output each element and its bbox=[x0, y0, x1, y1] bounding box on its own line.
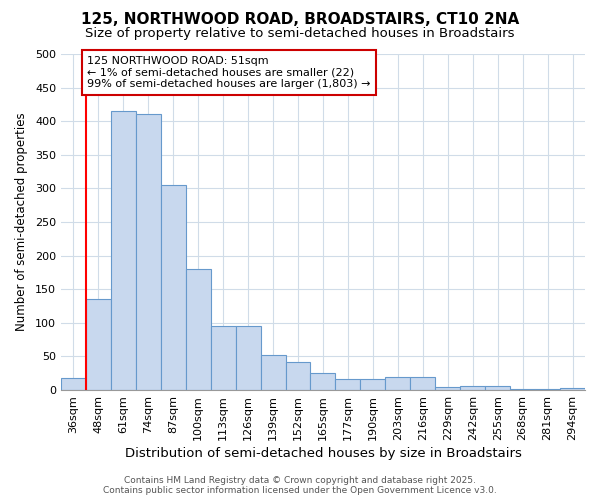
Bar bbox=[186, 269, 211, 390]
Bar bbox=[111, 111, 136, 390]
Bar bbox=[310, 372, 335, 390]
Bar bbox=[535, 388, 560, 390]
Bar bbox=[385, 376, 410, 390]
Bar bbox=[460, 386, 485, 390]
Bar bbox=[211, 326, 236, 390]
Text: 125, NORTHWOOD ROAD, BROADSTAIRS, CT10 2NA: 125, NORTHWOOD ROAD, BROADSTAIRS, CT10 2… bbox=[81, 12, 519, 28]
Bar bbox=[435, 386, 460, 390]
Bar bbox=[335, 378, 361, 390]
Bar bbox=[361, 378, 385, 390]
Bar bbox=[236, 326, 260, 390]
Text: 125 NORTHWOOD ROAD: 51sqm
← 1% of semi-detached houses are smaller (22)
99% of s: 125 NORTHWOOD ROAD: 51sqm ← 1% of semi-d… bbox=[87, 56, 371, 89]
Bar bbox=[560, 388, 585, 390]
X-axis label: Distribution of semi-detached houses by size in Broadstairs: Distribution of semi-detached houses by … bbox=[125, 447, 521, 460]
Text: Contains HM Land Registry data © Crown copyright and database right 2025.
Contai: Contains HM Land Registry data © Crown c… bbox=[103, 476, 497, 495]
Bar bbox=[61, 378, 86, 390]
Bar bbox=[161, 185, 186, 390]
Bar bbox=[410, 376, 435, 390]
Bar bbox=[260, 355, 286, 390]
Bar bbox=[86, 300, 111, 390]
Bar bbox=[485, 386, 510, 390]
Y-axis label: Number of semi-detached properties: Number of semi-detached properties bbox=[15, 112, 28, 332]
Bar bbox=[510, 388, 535, 390]
Text: Size of property relative to semi-detached houses in Broadstairs: Size of property relative to semi-detach… bbox=[85, 28, 515, 40]
Bar bbox=[136, 114, 161, 390]
Bar bbox=[286, 362, 310, 390]
